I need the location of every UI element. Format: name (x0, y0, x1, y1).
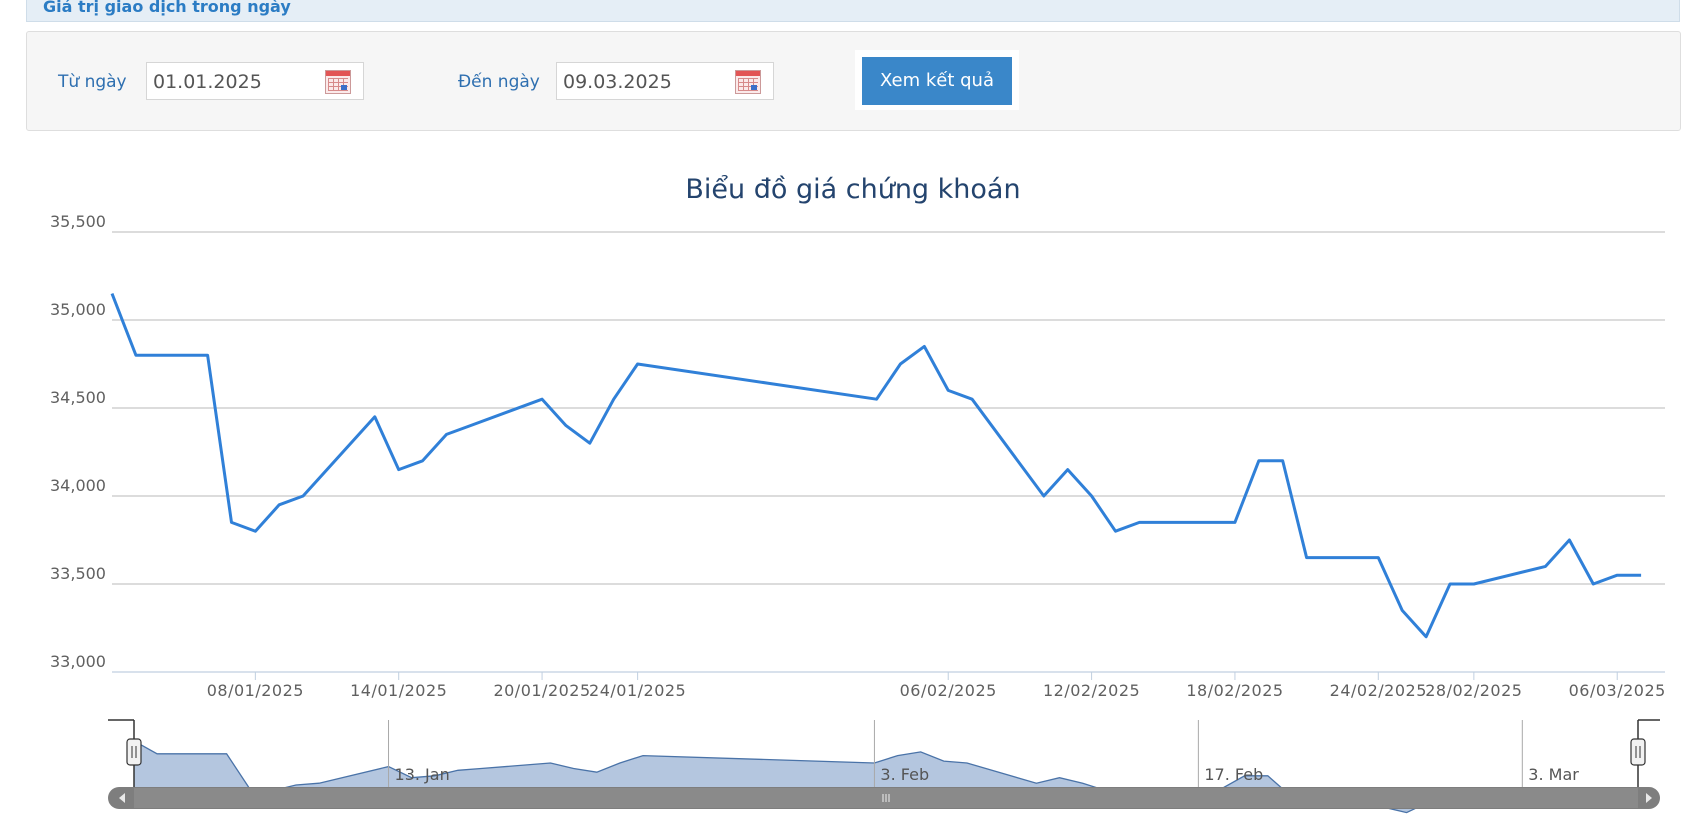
y-tick-label: 34,000 (50, 476, 106, 495)
y-tick-label: 33,500 (50, 564, 106, 583)
section-header-title: Giá trị giao dịch trong ngày (43, 0, 291, 16)
navigator-area (134, 740, 1638, 813)
navigator-left-handle[interactable] (126, 738, 142, 766)
view-results-button[interactable]: Xem kết quả (862, 57, 1012, 105)
scroll-left-icon[interactable] (119, 793, 125, 803)
x-tick-label: 24/01/2025 (589, 681, 686, 700)
x-tick-label: 12/02/2025 (1043, 681, 1140, 700)
to-date-value: 09.03.2025 (563, 71, 672, 93)
stock-price-chart[interactable]: Biểu đồ giá chứng khoán 33,000 33,500 34,0… (0, 150, 1702, 825)
x-tick-label: 24/02/2025 (1330, 681, 1427, 700)
navigator-tick-label: 3. Feb (880, 765, 929, 784)
x-tick-label: 20/01/2025 (493, 681, 590, 700)
navigator[interactable]: 13. Jan 3. Feb 17. Feb 3. Mar (108, 719, 1660, 814)
y-tick-label: 35,500 (50, 212, 106, 231)
y-tick-label: 35,000 (50, 300, 106, 319)
gridlines (112, 231, 1665, 673)
navigator-right-handle[interactable] (1630, 738, 1646, 766)
to-date-input[interactable]: 09.03.2025 (556, 62, 774, 100)
x-tick-label: 06/03/2025 (1569, 681, 1666, 700)
series-layer (110, 293, 1642, 639)
to-date-label: Đến ngày (458, 72, 540, 92)
navigator-tick-label: 3. Mar (1528, 765, 1579, 784)
submit-button-wrapper: Xem kết quả (855, 50, 1019, 110)
from-date-label: Từ ngày (58, 72, 127, 92)
from-date-input[interactable]: 01.01.2025 (146, 62, 364, 100)
calendar-icon[interactable] (735, 70, 761, 94)
calendar-icon[interactable] (325, 70, 351, 94)
y-tick-label: 33,000 (50, 652, 106, 671)
y-axis-ticks: 33,000 33,500 34,000 34,500 35,000 35,500 (50, 212, 106, 671)
x-tick-label: 08/01/2025 (207, 681, 304, 700)
x-axis-ticks: 08/01/2025 14/01/2025 20/01/202524/01/2025… (207, 672, 1666, 700)
from-date-value: 01.01.2025 (153, 71, 262, 93)
x-tick-label: 14/01/2025 (350, 681, 447, 700)
x-tick-label: 28/02/2025 (1425, 681, 1522, 700)
x-tick-label: 06/02/2025 (900, 681, 997, 700)
navigator-tick-label: 13. Jan (395, 765, 450, 784)
x-tick-label: 18/02/2025 (1186, 681, 1283, 700)
y-tick-label: 34,500 (50, 388, 106, 407)
section-header: Giá trị giao dịch trong ngày (26, 0, 1680, 22)
scroll-right-icon[interactable] (1646, 793, 1652, 803)
date-filter-panel: Từ ngày 01.01.2025 Đến ngày 09.03.2025 X… (26, 31, 1681, 131)
navigator-tick-label: 17. Feb (1204, 765, 1263, 784)
chart-title: Biểu đồ giá chứng khoán (685, 174, 1020, 205)
price-line (110, 293, 1642, 639)
